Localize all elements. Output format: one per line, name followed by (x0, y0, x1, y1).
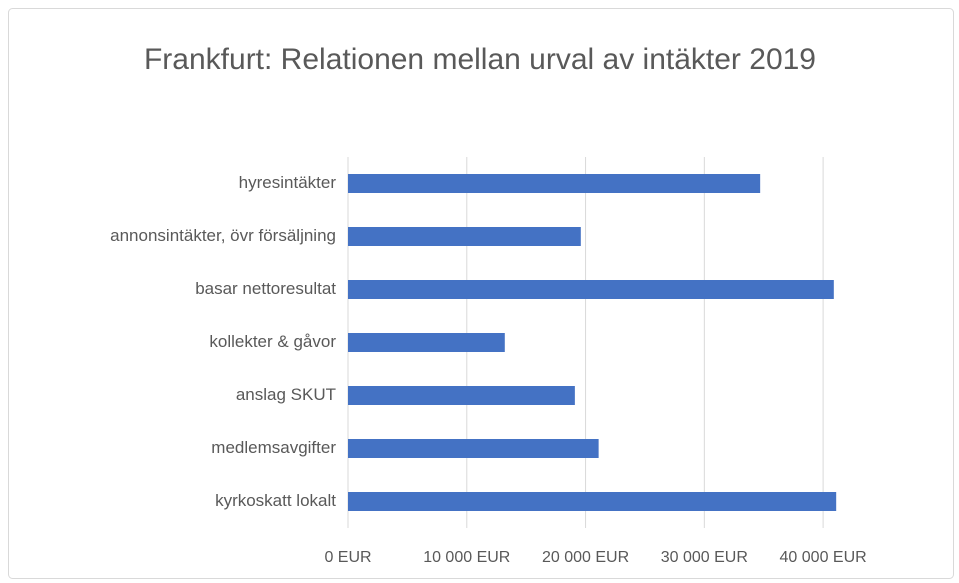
bar (348, 492, 837, 511)
y-tick-label: kollekter & gåvor (209, 332, 336, 351)
y-tick-label: medlemsavgifter (211, 438, 336, 457)
y-tick-label: annonsintäkter, övr försäljning (110, 226, 336, 245)
bar (348, 174, 761, 193)
x-tick-label: 40 000 EUR (780, 549, 867, 566)
bar (348, 386, 575, 405)
bar (348, 333, 505, 352)
y-tick-label: hyresintäkter (239, 173, 337, 192)
x-tick-label: 10 000 EUR (423, 549, 510, 566)
x-tick-label: 20 000 EUR (542, 549, 629, 566)
y-tick-label: basar nettoresultat (195, 279, 336, 298)
bar (348, 227, 581, 246)
bar (348, 439, 599, 458)
chart-title: Frankfurt: Relationen mellan urval av in… (143, 43, 816, 76)
y-tick-label: anslag SKUT (236, 385, 336, 404)
x-tick-label: 30 000 EUR (661, 549, 748, 566)
y-tick-label: kyrkoskatt lokalt (215, 491, 336, 510)
x-tick-label: 0 EUR (324, 549, 371, 566)
bar (348, 280, 834, 299)
